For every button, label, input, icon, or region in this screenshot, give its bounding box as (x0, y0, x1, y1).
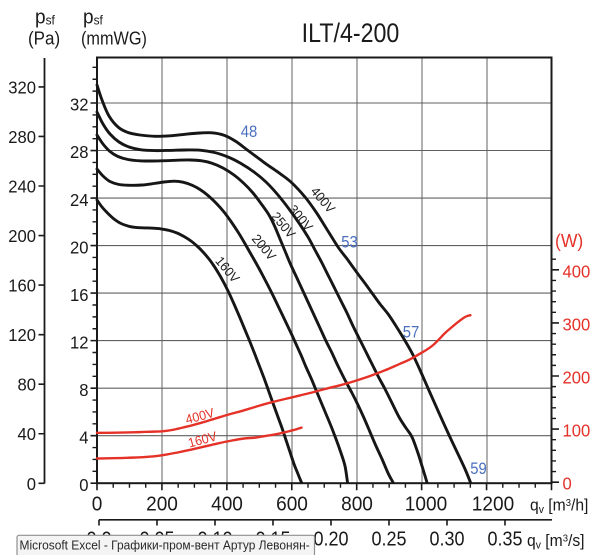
svg-text:0: 0 (79, 476, 88, 495)
svg-text:16: 16 (70, 285, 88, 304)
svg-text:57: 57 (403, 324, 420, 342)
svg-text:0: 0 (563, 474, 572, 493)
svg-text:600: 600 (276, 493, 308, 516)
svg-text:200: 200 (563, 368, 591, 387)
svg-text:0.35: 0.35 (487, 529, 522, 551)
svg-text:4: 4 (79, 428, 88, 447)
svg-text:300: 300 (563, 315, 591, 334)
svg-text:20: 20 (70, 238, 88, 257)
svg-text:32: 32 (70, 95, 88, 114)
svg-text:320: 320 (8, 78, 36, 97)
svg-text:59: 59 (470, 460, 487, 478)
svg-text:160: 160 (8, 276, 36, 295)
svg-text:24: 24 (70, 190, 88, 209)
svg-text:0: 0 (27, 474, 36, 493)
svg-text:12: 12 (70, 333, 88, 352)
svg-text:200: 200 (8, 227, 36, 246)
svg-text:240: 240 (8, 177, 36, 196)
svg-text:0.25: 0.25 (371, 529, 406, 551)
svg-text:120: 120 (8, 326, 36, 345)
svg-text:28: 28 (70, 143, 88, 162)
svg-text:400V: 400V (184, 405, 217, 428)
svg-text:0: 0 (92, 493, 103, 516)
svg-text:8: 8 (79, 380, 88, 399)
svg-text:qv [m3/h]: qv [m3/h] (530, 496, 588, 516)
svg-text:(Pa): (Pa) (28, 28, 60, 49)
svg-text:Microsoft Excel - Графики-пром: Microsoft Excel - Графики-пром-вент Арту… (20, 538, 310, 553)
svg-text:1200: 1200 (472, 493, 514, 516)
svg-text:200: 200 (146, 493, 178, 516)
svg-text:160V: 160V (186, 428, 219, 451)
svg-text:53: 53 (341, 234, 358, 252)
svg-text:800: 800 (341, 493, 373, 516)
svg-text:1000: 1000 (405, 493, 447, 516)
svg-text:80: 80 (18, 375, 36, 394)
svg-text:(mmWG): (mmWG) (81, 28, 147, 49)
svg-text:(W): (W) (555, 230, 583, 251)
svg-text:400: 400 (563, 262, 591, 281)
svg-text:280: 280 (8, 128, 36, 147)
svg-text:100: 100 (563, 421, 591, 440)
svg-text:40: 40 (18, 425, 36, 444)
svg-text:48: 48 (241, 123, 258, 141)
svg-text:ILT/4-200: ILT/4-200 (302, 18, 400, 48)
svg-text:0.20: 0.20 (313, 529, 348, 551)
svg-text:qv [m3/s]: qv [m3/s] (527, 531, 585, 551)
svg-text:0.30: 0.30 (429, 529, 464, 551)
svg-text:400: 400 (211, 493, 243, 516)
